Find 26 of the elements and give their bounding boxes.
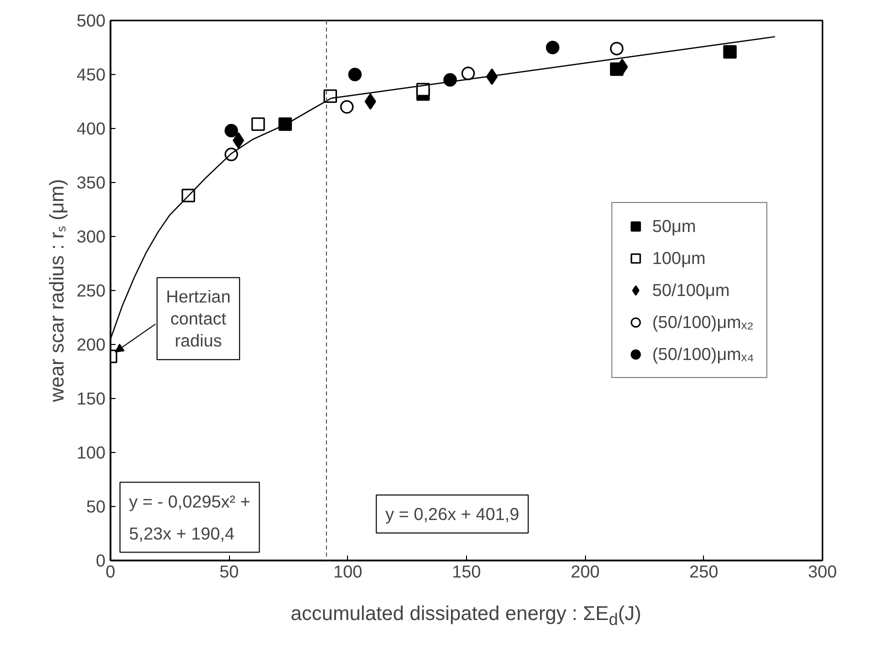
legend-label: 50μm (652, 216, 696, 236)
x-axis-title: accumulated dissipated energy : ΣE$_{d}$(J) (290, 602, 642, 631)
x-tick-label: 100 (333, 562, 362, 582)
x-tick-label: 150 (452, 562, 481, 582)
legend-label: (50/100)μmₓ₂ (652, 312, 754, 332)
legend-label: (50/100)μmₓ₄ (652, 344, 754, 364)
y-tick-label: 50 (86, 496, 106, 516)
y-tick-label: 100 (76, 442, 106, 462)
x-tick-label: 50 (220, 562, 239, 582)
x-tick-label: 200 (570, 562, 600, 582)
annotation: Hertzian contact radius (166, 286, 231, 351)
legend-label: 100μm (652, 248, 706, 268)
y-tick-label: 450 (76, 64, 106, 84)
y-tick-label: 150 (76, 388, 106, 408)
y-tick-label: 400 (76, 118, 106, 138)
annotation: y = 0,26x + 401,9 (385, 504, 520, 524)
y-tick-label: 250 (76, 280, 106, 300)
legend-label: 50/100μm (652, 280, 730, 300)
y-axis-title: wear scar radius : rₛ (μm) (46, 178, 69, 404)
y-tick-label: 300 (76, 226, 106, 246)
x-tick-label: 250 (689, 562, 718, 582)
y-tick-label: 200 (76, 334, 106, 354)
y-tick-label: 350 (76, 172, 106, 192)
annotation: y = - 0,0295x² + 5,23x + 190,4 (128, 491, 250, 544)
x-tick-label: 300 (808, 562, 837, 582)
y-tick-label: 500 (76, 10, 106, 30)
